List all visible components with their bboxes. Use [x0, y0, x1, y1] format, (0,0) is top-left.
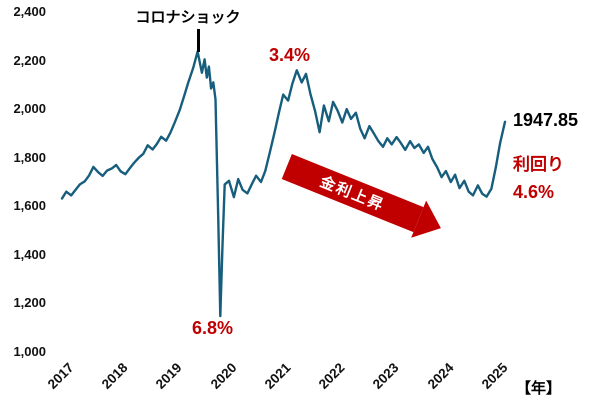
y-axis-tick-label: 1,400: [13, 246, 46, 262]
y-axis-tick-label: 2,200: [13, 52, 46, 68]
yield-peak-label: 3.4%: [269, 45, 311, 65]
corona-shock-label: コロナショック: [135, 9, 241, 26]
y-axis-tick-label: 1,000: [13, 344, 46, 359]
current-value-label: 1947.85: [513, 110, 579, 130]
y-axis-tick-label: 2,400: [13, 4, 46, 19]
y-axis-tick-label: 1,600: [13, 198, 46, 214]
yield-bottom-label: 6.8%: [192, 318, 234, 338]
y-axis-tick-label: 1,800: [13, 149, 46, 165]
y-axis-tick-label: 1,200: [13, 295, 46, 311]
corona-tick-mark: [197, 29, 200, 52]
y-axis-tick-label: 2,000: [13, 101, 46, 117]
year-unit-label: 【年】: [516, 380, 562, 397]
price-line: [60, 50, 507, 318]
yield-title-label: 利回り: [513, 155, 564, 174]
current-yield-value: 4.6%: [513, 182, 555, 202]
